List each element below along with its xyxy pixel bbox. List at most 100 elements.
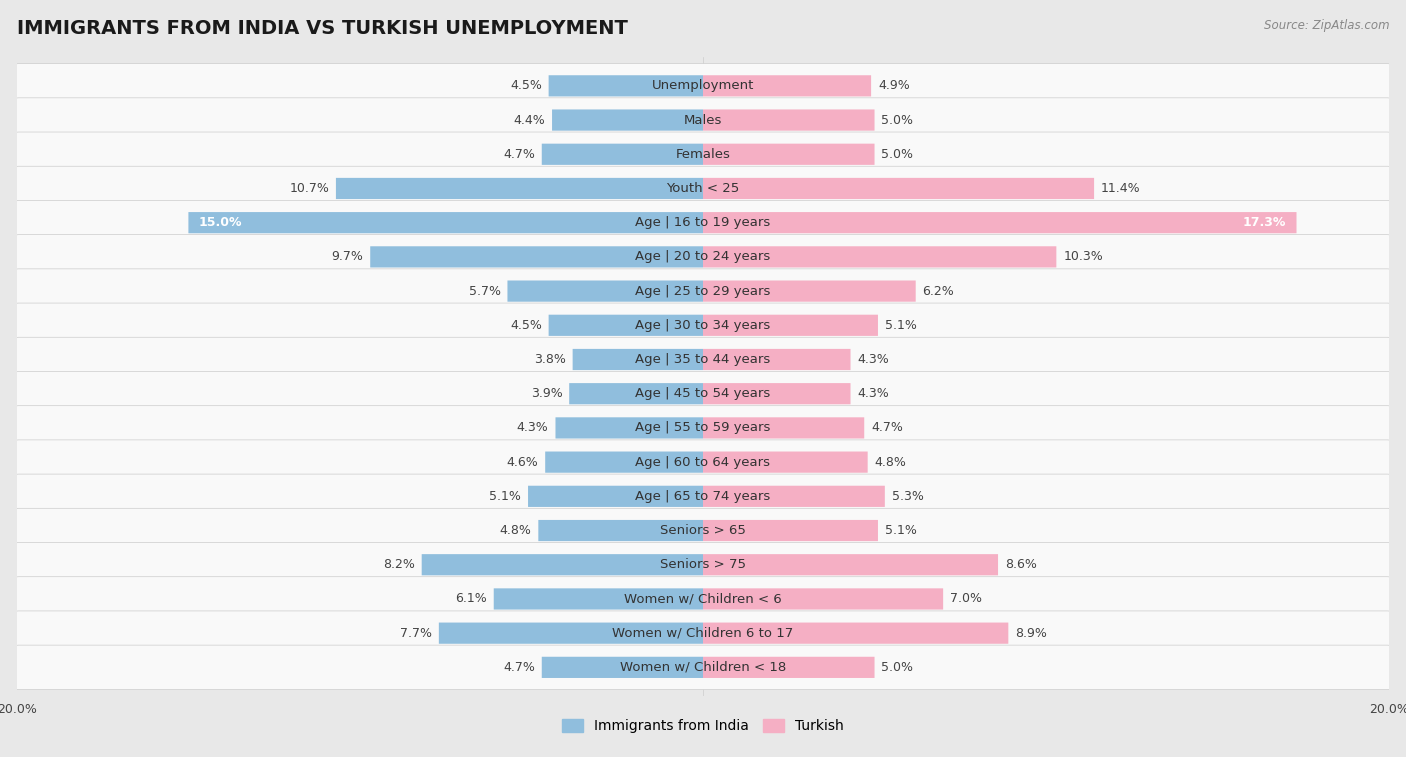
Text: Age | 45 to 54 years: Age | 45 to 54 years <box>636 388 770 400</box>
Text: Seniors > 75: Seniors > 75 <box>659 558 747 572</box>
Text: Age | 20 to 24 years: Age | 20 to 24 years <box>636 251 770 263</box>
FancyBboxPatch shape <box>553 110 703 131</box>
Text: Youth < 25: Youth < 25 <box>666 182 740 195</box>
Text: 10.3%: 10.3% <box>1063 251 1102 263</box>
FancyBboxPatch shape <box>703 144 875 165</box>
FancyBboxPatch shape <box>703 75 872 96</box>
FancyBboxPatch shape <box>703 554 998 575</box>
FancyBboxPatch shape <box>541 657 703 678</box>
FancyBboxPatch shape <box>703 281 915 302</box>
Text: 5.1%: 5.1% <box>489 490 522 503</box>
FancyBboxPatch shape <box>703 451 868 472</box>
FancyBboxPatch shape <box>14 372 1392 416</box>
FancyBboxPatch shape <box>494 588 703 609</box>
FancyBboxPatch shape <box>703 110 875 131</box>
FancyBboxPatch shape <box>548 315 703 336</box>
FancyBboxPatch shape <box>703 212 1296 233</box>
FancyBboxPatch shape <box>703 349 851 370</box>
FancyBboxPatch shape <box>703 246 1056 267</box>
Text: 3.8%: 3.8% <box>534 353 565 366</box>
Text: 4.5%: 4.5% <box>510 79 541 92</box>
Text: 7.7%: 7.7% <box>399 627 432 640</box>
FancyBboxPatch shape <box>14 235 1392 279</box>
FancyBboxPatch shape <box>569 383 703 404</box>
FancyBboxPatch shape <box>14 98 1392 142</box>
Text: Age | 60 to 64 years: Age | 60 to 64 years <box>636 456 770 469</box>
FancyBboxPatch shape <box>14 611 1392 656</box>
Legend: Immigrants from India, Turkish: Immigrants from India, Turkish <box>558 715 848 737</box>
FancyBboxPatch shape <box>541 144 703 165</box>
Text: 5.0%: 5.0% <box>882 114 914 126</box>
FancyBboxPatch shape <box>538 520 703 541</box>
FancyBboxPatch shape <box>703 588 943 609</box>
Text: Females: Females <box>675 148 731 160</box>
Text: Women w/ Children < 6: Women w/ Children < 6 <box>624 593 782 606</box>
Text: 4.5%: 4.5% <box>510 319 541 332</box>
FancyBboxPatch shape <box>14 64 1392 108</box>
FancyBboxPatch shape <box>703 383 851 404</box>
Text: Age | 16 to 19 years: Age | 16 to 19 years <box>636 217 770 229</box>
FancyBboxPatch shape <box>14 645 1392 690</box>
Text: 4.3%: 4.3% <box>858 388 889 400</box>
Text: 4.3%: 4.3% <box>517 422 548 435</box>
Text: Age | 65 to 74 years: Age | 65 to 74 years <box>636 490 770 503</box>
FancyBboxPatch shape <box>703 417 865 438</box>
Text: 4.9%: 4.9% <box>877 79 910 92</box>
Text: 6.1%: 6.1% <box>456 593 486 606</box>
Text: 7.0%: 7.0% <box>950 593 981 606</box>
FancyBboxPatch shape <box>703 520 877 541</box>
Text: 10.7%: 10.7% <box>290 182 329 195</box>
Text: Seniors > 65: Seniors > 65 <box>659 524 747 537</box>
FancyBboxPatch shape <box>14 508 1392 553</box>
Text: Unemployment: Unemployment <box>652 79 754 92</box>
FancyBboxPatch shape <box>370 246 703 267</box>
FancyBboxPatch shape <box>572 349 703 370</box>
Text: 5.7%: 5.7% <box>468 285 501 298</box>
Text: Age | 30 to 34 years: Age | 30 to 34 years <box>636 319 770 332</box>
FancyBboxPatch shape <box>14 406 1392 450</box>
Text: 5.0%: 5.0% <box>882 661 914 674</box>
Text: 5.0%: 5.0% <box>882 148 914 160</box>
FancyBboxPatch shape <box>14 269 1392 313</box>
Text: Age | 55 to 59 years: Age | 55 to 59 years <box>636 422 770 435</box>
FancyBboxPatch shape <box>14 543 1392 587</box>
FancyBboxPatch shape <box>14 303 1392 347</box>
Text: 8.2%: 8.2% <box>382 558 415 572</box>
FancyBboxPatch shape <box>555 417 703 438</box>
Text: Women w/ Children < 18: Women w/ Children < 18 <box>620 661 786 674</box>
Text: 3.9%: 3.9% <box>530 388 562 400</box>
FancyBboxPatch shape <box>14 201 1392 245</box>
Text: 4.7%: 4.7% <box>503 148 534 160</box>
Text: Source: ZipAtlas.com: Source: ZipAtlas.com <box>1264 19 1389 32</box>
Text: Women w/ Children 6 to 17: Women w/ Children 6 to 17 <box>613 627 793 640</box>
FancyBboxPatch shape <box>14 440 1392 484</box>
FancyBboxPatch shape <box>546 451 703 472</box>
Text: 8.6%: 8.6% <box>1005 558 1036 572</box>
Text: 4.6%: 4.6% <box>506 456 538 469</box>
FancyBboxPatch shape <box>703 178 1094 199</box>
FancyBboxPatch shape <box>336 178 703 199</box>
Text: 4.7%: 4.7% <box>872 422 903 435</box>
Text: IMMIGRANTS FROM INDIA VS TURKISH UNEMPLOYMENT: IMMIGRANTS FROM INDIA VS TURKISH UNEMPLO… <box>17 19 627 38</box>
FancyBboxPatch shape <box>548 75 703 96</box>
Text: 4.8%: 4.8% <box>875 456 907 469</box>
Text: 5.3%: 5.3% <box>891 490 924 503</box>
FancyBboxPatch shape <box>703 315 877 336</box>
FancyBboxPatch shape <box>703 486 884 507</box>
FancyBboxPatch shape <box>529 486 703 507</box>
FancyBboxPatch shape <box>508 281 703 302</box>
Text: 4.4%: 4.4% <box>513 114 546 126</box>
FancyBboxPatch shape <box>14 577 1392 621</box>
FancyBboxPatch shape <box>14 338 1392 382</box>
Text: Age | 25 to 29 years: Age | 25 to 29 years <box>636 285 770 298</box>
Text: 17.3%: 17.3% <box>1243 217 1286 229</box>
FancyBboxPatch shape <box>14 167 1392 210</box>
Text: 15.0%: 15.0% <box>198 217 242 229</box>
FancyBboxPatch shape <box>422 554 703 575</box>
Text: 5.1%: 5.1% <box>884 524 917 537</box>
Text: 11.4%: 11.4% <box>1101 182 1140 195</box>
FancyBboxPatch shape <box>188 212 703 233</box>
FancyBboxPatch shape <box>14 474 1392 519</box>
Text: 9.7%: 9.7% <box>332 251 363 263</box>
FancyBboxPatch shape <box>14 132 1392 176</box>
